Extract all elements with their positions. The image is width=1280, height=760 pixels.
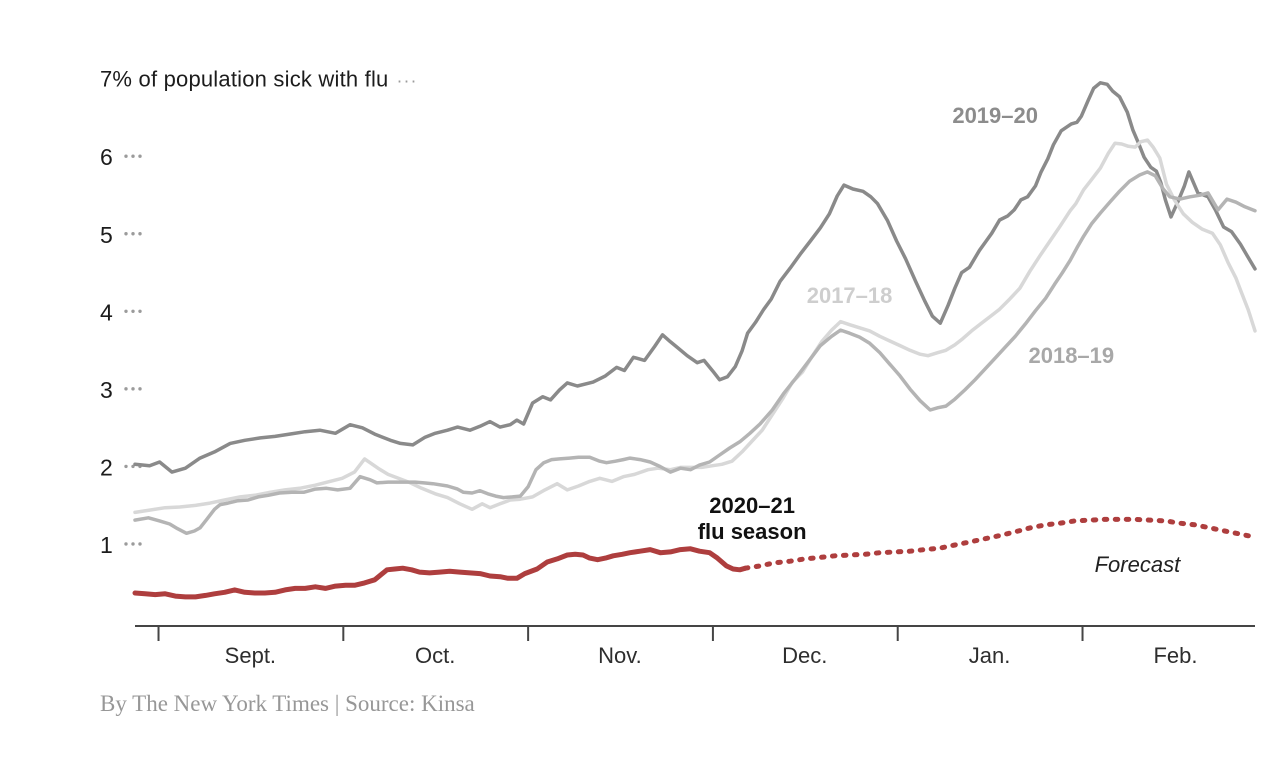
- y-tick-label-1: 1: [100, 532, 113, 558]
- series-label-2020-21: 2020–21 flu season: [697, 493, 807, 545]
- series-label-2019-20: 2019–20: [952, 103, 1038, 129]
- y-tick-dot: [138, 309, 142, 313]
- month-label-Feb: Feb.: [1153, 643, 1197, 668]
- flu-line-2020-21-flu-season: [132, 546, 748, 600]
- byline-source-credit: By The New York Times | Source: Kinsa: [100, 691, 475, 716]
- y-tick-dot: [124, 464, 128, 469]
- y-tick-dot: [124, 232, 128, 236]
- y-tick-dot: [124, 387, 128, 391]
- flu-line-forecast: [742, 516, 1258, 571]
- chart-title: 7% of population sick with flu ···: [100, 66, 417, 92]
- y-tick-dot: [138, 387, 142, 391]
- month-label-Sept: Sept.: [225, 643, 276, 668]
- month-label-Nov: Nov.: [598, 643, 642, 668]
- y-tick-label-3: 3: [100, 377, 113, 403]
- y-tick-dot: [131, 387, 135, 391]
- y-tick-dot: [124, 154, 128, 158]
- flu-line-2018-19: [133, 170, 1257, 536]
- y-tick-label-2: 2: [100, 454, 113, 480]
- series-label-2017-18: 2017–18: [806, 283, 893, 308]
- y-tick-dot: [138, 542, 142, 546]
- y-tick-dot: [124, 309, 128, 313]
- y-tick-dot: [138, 154, 142, 158]
- y-tick-label-4: 4: [100, 299, 113, 325]
- y-tick-label-6: 6: [100, 144, 113, 170]
- y-tick-dot: [131, 542, 135, 546]
- y-tick-label-5: 5: [100, 222, 113, 248]
- series-label-2018-19: 2018–19: [1028, 342, 1115, 368]
- y-tick-dot: [131, 154, 135, 158]
- month-label-Dec: Dec.: [782, 643, 827, 668]
- flu-line-2017-18: [133, 138, 1257, 515]
- y-tick-dots-7: ···: [396, 70, 418, 91]
- y-tick-dot: [124, 542, 128, 546]
- month-label-Oct: Oct.: [415, 643, 455, 668]
- forecast-label: Forecast: [1094, 552, 1181, 578]
- chart-title-text: 7% of population sick with flu: [100, 66, 389, 92]
- month-label-Jan: Jan.: [969, 643, 1011, 668]
- y-tick-dot: [131, 309, 135, 313]
- y-tick-dot: [131, 232, 135, 236]
- y-tick-dot: [138, 232, 142, 236]
- flu-line-2019-20: [133, 81, 1257, 474]
